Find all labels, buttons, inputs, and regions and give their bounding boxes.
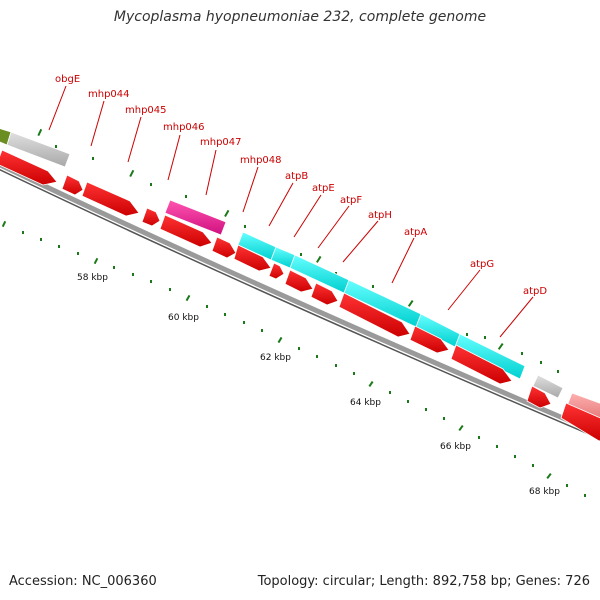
leader-lines — [48, 85, 534, 338]
ruler-label-58: 58 kbp — [77, 273, 108, 283]
cds-2 — [61, 174, 84, 196]
gene-label-atpG: atpG — [470, 259, 494, 270]
accession-text: Accession: NC_006360 — [9, 574, 157, 589]
cds-12 — [409, 325, 450, 354]
gene-label-mhp044: mhp044 — [88, 89, 130, 100]
gene-label-atpE: atpE — [312, 183, 335, 194]
ruler-label-68: 68 kbp — [529, 487, 560, 497]
ruler-label-60: 60 kbp — [168, 313, 199, 323]
ruler-label-66: 66 kbp — [440, 442, 471, 452]
outer-features — [0, 128, 600, 423]
cds-7 — [233, 244, 272, 272]
gene-label-atpA: atpA — [404, 227, 427, 238]
cds-14 — [526, 385, 552, 409]
ruler-labels: 58 kbp 60 kbp 62 kbp 64 kbp 66 kbp 68 kb… — [77, 273, 560, 497]
cds-8 — [268, 262, 285, 280]
gene-label-mhp045: mhp045 — [125, 105, 167, 116]
gene-label-mhp048: mhp048 — [240, 155, 282, 166]
genome-summary-text: Topology: circular; Length: 892,758 bp; … — [257, 574, 590, 589]
cds-10 — [310, 282, 339, 306]
gene-label-atpH: atpH — [368, 210, 392, 221]
feature-atp-6 — [454, 333, 526, 380]
gene-label-atpF: atpF — [340, 195, 362, 206]
cds-6 — [211, 236, 237, 259]
gene-label-mhp047: mhp047 — [200, 137, 242, 148]
cds-11 — [338, 292, 411, 338]
cds-15 — [560, 402, 600, 442]
map-title: Mycoplasma hyopneumoniae 232, complete g… — [113, 9, 487, 25]
cds-1 — [0, 149, 58, 186]
gene-labels: obgE mhp044 mhp045 mhp046 mhp047 mhp048 … — [55, 74, 547, 297]
cds-4 — [141, 207, 161, 227]
feature-grey-2 — [532, 374, 564, 399]
gene-label-mhp046: mhp046 — [163, 122, 205, 133]
cds-13 — [450, 344, 513, 385]
ruler-ticks — [1, 220, 586, 497]
cds-3 — [81, 181, 140, 217]
ruler-label-62: 62 kbp — [260, 353, 291, 363]
backbone — [0, 162, 600, 440]
upper-ticks — [37, 128, 559, 373]
feature-grey-obgE — [6, 131, 71, 168]
gene-label-atpB: atpB — [285, 171, 308, 182]
cds-arrows — [0, 149, 600, 442]
gene-label-atpD: atpD — [523, 286, 547, 297]
ruler-label-64: 64 kbp — [350, 398, 381, 408]
feature-mhp047 — [164, 199, 227, 236]
cds-9 — [284, 269, 314, 293]
gene-label-obgE: obgE — [55, 74, 80, 85]
cds-5 — [159, 214, 213, 248]
